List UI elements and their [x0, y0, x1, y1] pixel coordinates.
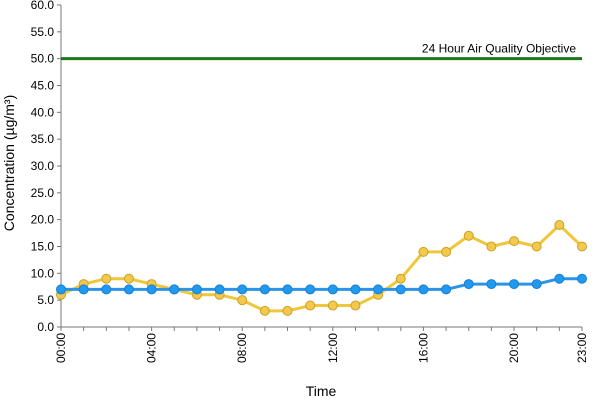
y-tick-label: 10.0 [31, 266, 55, 280]
y-tick-label: 45.0 [31, 79, 55, 93]
series-2-point [531, 279, 542, 290]
series-2-point [191, 284, 202, 295]
series-2-point [463, 279, 474, 290]
x-tick-label: 12:00 [326, 333, 340, 363]
series-2-point [373, 284, 384, 295]
x-tick-label: 20:00 [507, 333, 521, 363]
series-2-point [327, 284, 338, 295]
y-tick-label: 55.0 [31, 25, 55, 39]
y-tick-label: 40.0 [31, 105, 55, 119]
series-2-point [486, 279, 497, 290]
series-2-point [509, 279, 520, 290]
series-1-point [418, 246, 429, 257]
x-tick-label: 08:00 [235, 333, 249, 363]
y-tick-label: 15.0 [31, 240, 55, 254]
series-2-point [305, 284, 316, 295]
series-2-point [418, 284, 429, 295]
series-1-point [327, 300, 338, 311]
series-2-point [146, 284, 157, 295]
y-tick-label: 20.0 [31, 213, 55, 227]
series-2-point [169, 284, 180, 295]
y-tick-label: 25.0 [31, 186, 55, 200]
x-axis-title: Time [306, 383, 337, 399]
series-2-point [395, 284, 406, 295]
series-1-line [60, 223, 584, 313]
series-1-point [305, 300, 316, 311]
series-1-point [101, 273, 112, 284]
series-2-point [577, 273, 587, 284]
y-tick-label: 60.0 [31, 0, 55, 12]
series-2-point [350, 284, 361, 295]
series-2-point [101, 284, 112, 295]
y-axis-title: Concentration (µg/m³) [1, 95, 17, 231]
x-tick-label: 23:00 [575, 333, 589, 363]
series-2-point [78, 284, 89, 295]
series-1-point [259, 305, 270, 316]
x-tick-label: 16:00 [416, 333, 430, 363]
series-2-point [259, 284, 270, 295]
y-tick-label: 35.0 [31, 132, 55, 146]
air-quality-objective-label: 24 Hour Air Quality Objective [422, 42, 576, 56]
x-tick-label: 00:00 [54, 333, 68, 363]
series-1-point [509, 236, 520, 247]
series-1-point [441, 246, 452, 257]
x-axis: 00:00 04:00 08:00 12:00 16:00 20:00 23:00 [54, 326, 589, 363]
series-2-point [441, 284, 452, 295]
y-tick-label: 30.0 [31, 159, 55, 173]
y-tick-label: 0.0 [37, 320, 54, 334]
series-1-point [395, 273, 406, 284]
series-1-point [577, 241, 587, 252]
series-1-point [554, 220, 565, 231]
series-1-point [486, 241, 497, 252]
y-tick-label: 5.0 [37, 293, 54, 307]
x-tick-label: 04:00 [145, 333, 159, 363]
series-1-point [282, 305, 293, 316]
series-1-point [237, 295, 248, 306]
series-2-point [123, 284, 134, 295]
series-2-point [214, 284, 225, 295]
series-2-point [56, 284, 66, 295]
series-2-point [237, 284, 248, 295]
y-axis: 0.0 5.0 10.0 15.0 20.0 25.0 30.0 35.0 40.0 45.0 50… [31, 0, 62, 334]
series-2-point [554, 273, 565, 284]
y-tick-label: 50.0 [31, 52, 55, 66]
series-group [56, 220, 587, 316]
series-1-point [531, 241, 542, 252]
reference-line-group: 24 Hour Air Quality Objective [61, 42, 582, 61]
series-1-point [123, 273, 134, 284]
series-1-point [350, 300, 361, 311]
series-2-point [282, 284, 293, 295]
series-1-point [463, 230, 474, 241]
